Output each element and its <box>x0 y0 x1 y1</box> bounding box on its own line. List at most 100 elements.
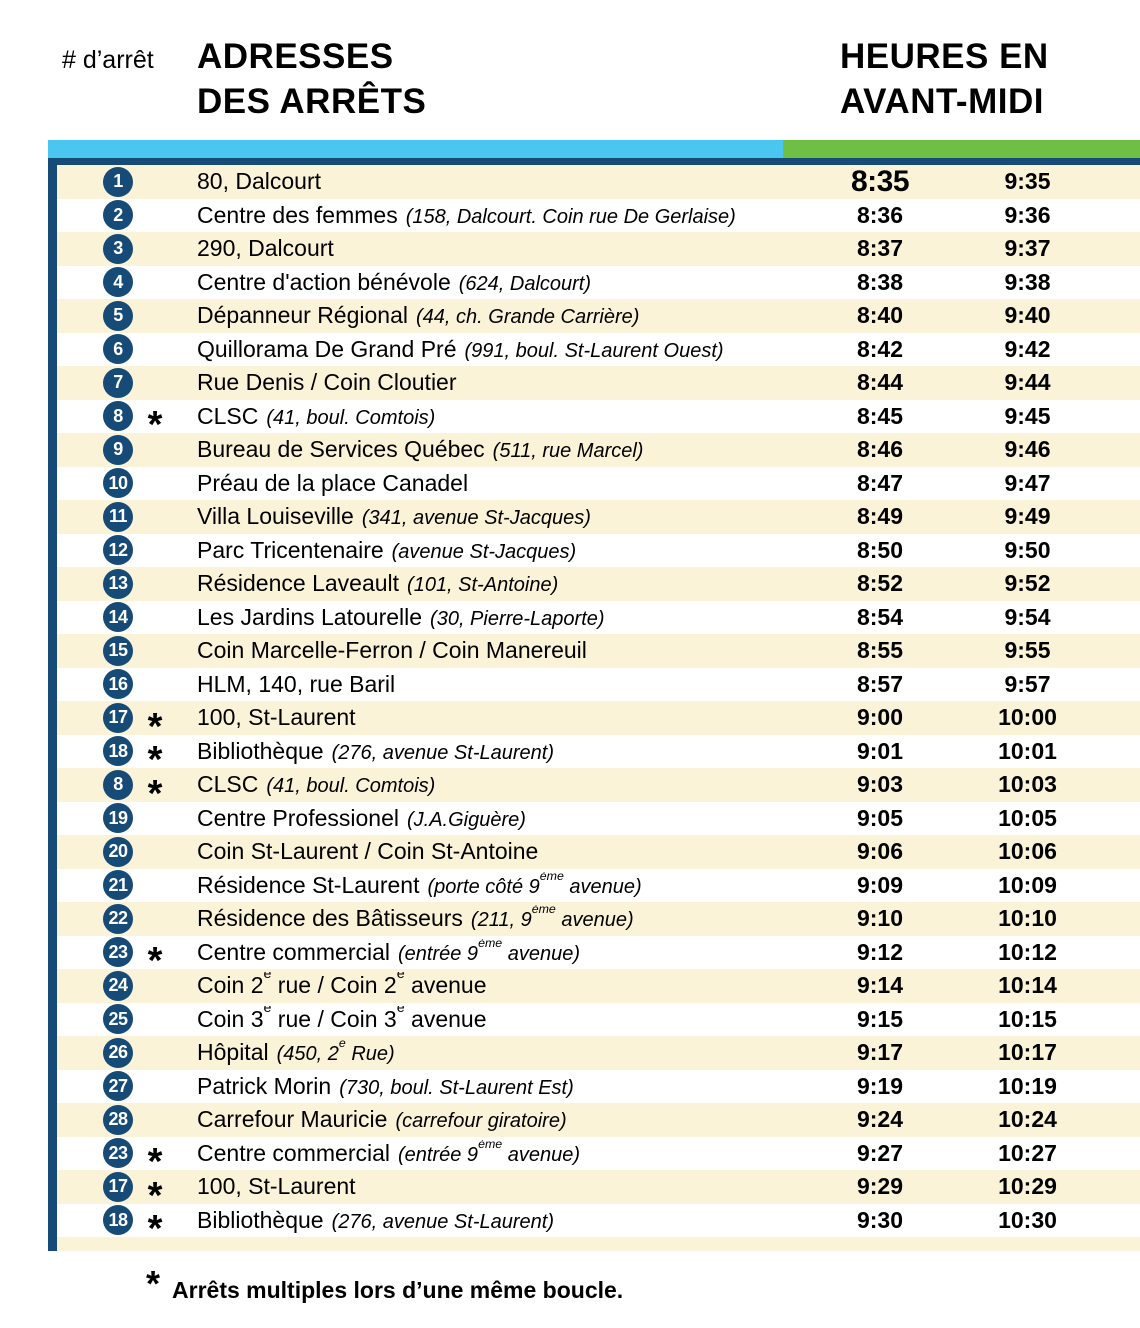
first-loop-time: 8:36 <box>856 201 904 228</box>
second-loop-time: 10:03 <box>998 771 1057 798</box>
stop-address-detail: (276, avenue St-Laurent) <box>331 741 554 764</box>
first-loop-time: 9:09 <box>856 871 904 898</box>
stop-number-badge: 8 <box>103 769 133 800</box>
stop-number-badge: 3 <box>103 233 133 264</box>
first-loop-time: 9:05 <box>856 804 904 831</box>
first-loop-time: 8:54 <box>856 603 904 630</box>
table-row: 12 Parc Tricentenaire (avenue St-Jacques) 8… <box>57 533 1140 567</box>
table-row: 19 Centre Professionel (J.A.Giguère) 9:05 10… <box>57 801 1140 835</box>
second-loop-time: 10:05 <box>998 804 1057 831</box>
second-loop-time: 10:17 <box>998 1039 1057 1066</box>
table-row: 10 Préau de la place Canadel 8:47 9:47 <box>57 466 1140 500</box>
stop-number-badge: 26 <box>103 1037 133 1068</box>
table-row: 17 * 100, St-Laurent 9:29 10:29 <box>57 1170 1140 1215</box>
stop-name: Bureau de Services Québec <box>197 436 485 463</box>
stop-number-badge: 27 <box>103 1071 133 1102</box>
footnote: * Arrêts multiples lors d’une même boucl… <box>146 1266 623 1304</box>
table-row: 23 * Centre commercial (entrée 9ème avenue)… <box>57 1136 1140 1181</box>
second-loop-time: 10:30 <box>998 1206 1057 1233</box>
stop-address-detail: (30, Pierre-Laporte) <box>430 607 605 630</box>
table-row: 18 * Bibliothèque (276, avenue St-Laurent) 9… <box>57 1201 1140 1248</box>
second-loop-time: 10:10 <box>998 905 1057 932</box>
asterisk-icon: * <box>147 705 163 748</box>
stop-name: Les Jardins Latourelle <box>197 603 423 630</box>
stop-name: 100, St-Laurent <box>197 1173 356 1200</box>
stop-name: Centre des femmes <box>197 201 398 228</box>
table-row: 25 Coin 3e rue / Coin 3e avenue 9:15 10:15 <box>57 1002 1140 1036</box>
stop-number-badge: 16 <box>103 669 133 700</box>
second-loop-time: 9:47 <box>1004 469 1051 496</box>
first-loop-time: 8:40 <box>856 302 904 329</box>
second-loop-time: 9:54 <box>1004 603 1051 630</box>
stop-number-badge: 14 <box>103 602 133 633</box>
table-row: 24 Coin 2e rue / Coin 2e avenue 9:14 10:14 <box>57 969 1140 1003</box>
first-loop-time: 8:46 <box>856 436 904 463</box>
stop-name: Parc Tricentenaire <box>197 536 384 563</box>
second-loop-time: 10:29 <box>998 1173 1057 1200</box>
asterisk-icon: * <box>147 772 163 815</box>
stop-address-detail: (450, 2e Rue) <box>276 1039 395 1066</box>
stop-name: Résidence Laveault <box>197 570 400 597</box>
stop-address-detail: (entrée 9ème avenue) <box>398 1139 581 1166</box>
cyan-accent-bar <box>48 140 783 158</box>
first-loop-time: 9:14 <box>856 972 904 999</box>
stop-name: Bibliothèque <box>197 1206 324 1233</box>
table-row: 13 Résidence Laveault (101, St-Antoine) 8:5… <box>57 567 1140 601</box>
stop-number-badge: 20 <box>103 836 133 867</box>
table-bottom-strip <box>57 1237 1140 1251</box>
first-loop-time: 9:06 <box>856 838 904 865</box>
stop-number-badge: 4 <box>103 267 133 298</box>
table-row: 8 * CLSC (41, boul. Comtois) 8:45 9:45 <box>57 397 1140 444</box>
stop-number-badge: 1 <box>103 166 133 197</box>
table-row: 17 * 100, St-Laurent 9:00 10:00 <box>57 699 1140 746</box>
stop-name: Centre d'action bénévole <box>197 268 451 295</box>
second-loop-time: 9:57 <box>1004 670 1051 697</box>
multiple-stop-marker: * <box>133 397 177 444</box>
stop-name: Rue Denis / Coin Cloutier <box>197 369 457 396</box>
stop-number-badge: 8 <box>103 401 133 432</box>
stop-number-badge: 19 <box>103 803 133 834</box>
second-loop-time: 9:38 <box>1004 268 1051 295</box>
stop-number-badge: 17 <box>103 702 133 733</box>
stop-number-badge: 21 <box>103 870 133 901</box>
first-loop-time: 9:24 <box>856 1106 904 1133</box>
table-row: 14 Les Jardins Latourelle (30, Pierre-Lapo… <box>57 600 1140 634</box>
table-row: 20 Coin St-Laurent / Coin St-Antoine 9:06 1… <box>57 835 1140 869</box>
first-loop-time: 8:38 <box>856 268 904 295</box>
stop-name: Hôpital <box>197 1039 269 1066</box>
stop-name: CLSC <box>197 402 259 429</box>
stop-name: Centre commercial <box>197 938 390 965</box>
stop-number-badge: 23 <box>103 937 133 968</box>
stop-address-detail: (730, boul. St-Laurent Est) <box>339 1076 574 1099</box>
stop-address-detail: (624, Dalcourt) <box>458 272 592 295</box>
stop-number-badge: 17 <box>103 1171 133 1202</box>
second-loop-time: 10:24 <box>998 1106 1057 1133</box>
stop-name: Centre Professionel <box>197 804 399 831</box>
stop-name: Coin Marcelle-Ferron / Coin Manereuil <box>197 637 587 664</box>
second-loop-time: 9:45 <box>1004 402 1051 429</box>
table-row: 8 * CLSC (41, boul. Comtois) 9:03 10:03 <box>57 768 1140 813</box>
second-loop-time: 9:44 <box>1004 369 1051 396</box>
first-loop-time: 8:45 <box>856 402 904 429</box>
multiple-stop-marker: * <box>133 699 177 746</box>
stop-name: Bibliothèque <box>197 737 324 764</box>
stop-address-detail: (carrefour giratoire) <box>395 1110 567 1133</box>
stop-address-detail: (341, avenue St-Jacques) <box>361 507 591 530</box>
table-row: 6 Quillorama De Grand Pré (991, boul. St-L… <box>57 332 1140 366</box>
table-row: 22 Résidence des Bâtisseurs (211, 9ème ave… <box>57 902 1140 936</box>
first-loop-time: 9:19 <box>856 1072 904 1099</box>
stop-name: Patrick Morin <box>197 1072 332 1099</box>
stop-number-badge: 22 <box>103 903 133 934</box>
footnote-text: Arrêts multiples lors d’une même boucle. <box>172 1277 624 1303</box>
table-row: 5 Dépanneur Régional (44, ch. Grande Carri… <box>57 299 1140 333</box>
stop-number-badge: 10 <box>103 468 133 499</box>
second-loop-time: 10:00 <box>998 704 1057 731</box>
stop-name: HLM, 140, rue Baril <box>197 670 396 697</box>
stop-name: Préau de la place Canadel <box>197 469 469 496</box>
second-loop-time: 10:27 <box>998 1139 1057 1166</box>
first-loop-time: 9:12 <box>856 938 904 965</box>
table-row: 15 Coin Marcelle-Ferron / Coin Manereuil 8… <box>57 634 1140 668</box>
asterisk-icon: * <box>146 1263 161 1304</box>
table-row: 7 Rue Denis / Coin Cloutier 8:44 9:44 <box>57 366 1140 400</box>
multiple-stop-marker: * <box>133 1201 177 1248</box>
